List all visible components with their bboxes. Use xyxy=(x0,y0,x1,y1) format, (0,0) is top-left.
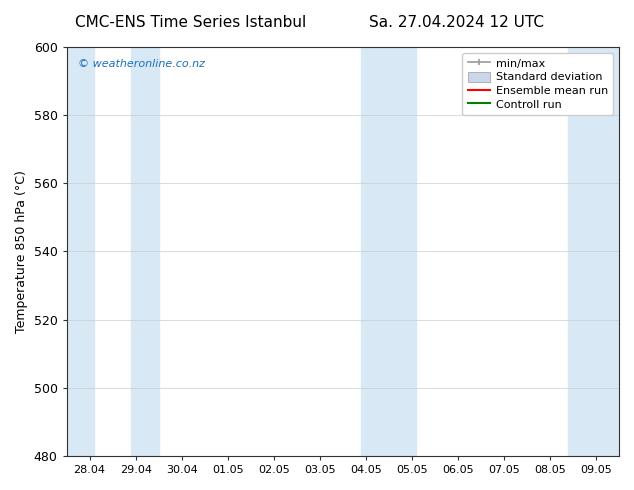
Bar xyxy=(67,47,94,456)
Bar xyxy=(568,47,596,456)
Bar xyxy=(131,47,158,456)
Text: © weatheronline.co.nz: © weatheronline.co.nz xyxy=(77,59,205,69)
Y-axis label: Temperature 850 hPa (°C): Temperature 850 hPa (°C) xyxy=(15,170,28,333)
Bar xyxy=(361,47,389,456)
Legend: min/max, Standard deviation, Ensemble mean run, Controll run: min/max, Standard deviation, Ensemble me… xyxy=(462,52,614,115)
Text: CMC-ENS Time Series Istanbul: CMC-ENS Time Series Istanbul xyxy=(75,15,306,30)
Bar xyxy=(596,47,624,456)
Bar xyxy=(389,47,417,456)
Text: Sa. 27.04.2024 12 UTC: Sa. 27.04.2024 12 UTC xyxy=(369,15,544,30)
